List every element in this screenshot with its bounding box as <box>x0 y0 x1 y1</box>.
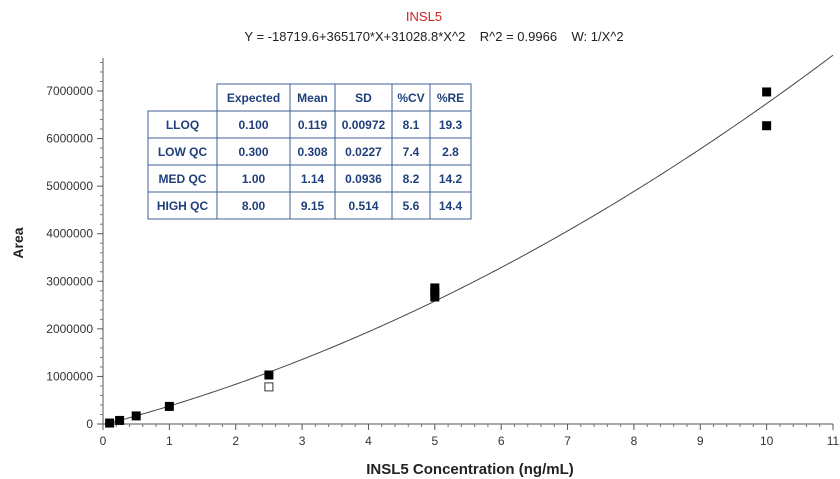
table-cell <box>147 191 218 220</box>
table-cell <box>289 164 336 193</box>
table-cell-text: 0.100 <box>238 118 268 132</box>
table-cell-text: 0.0227 <box>345 145 382 159</box>
table-header-text: Expected <box>227 91 280 105</box>
table-row-label: HIGH QC <box>157 199 209 213</box>
x-axis-label: INSL5 Concentration (ng/mL) <box>366 461 574 478</box>
y-tick-label: 6000000 <box>46 132 93 146</box>
y-tick-label: 1000000 <box>46 369 93 383</box>
y-axis-label: Area <box>10 227 26 258</box>
table-cell-text: 0.514 <box>348 199 378 213</box>
table-cell-text: 2.8 <box>442 145 459 159</box>
data-point-filled <box>164 401 174 411</box>
data-points-layer <box>105 87 772 428</box>
table-header-text: Mean <box>297 91 328 105</box>
y-tick-label: 4000000 <box>46 227 93 241</box>
x-tick-label: 10 <box>760 434 774 448</box>
fit-curve-layer <box>109 54 834 424</box>
table-cell-text: 0.0936 <box>345 172 382 186</box>
x-tick-label: 11 <box>827 434 840 448</box>
table-header-text: %CV <box>397 91 424 105</box>
chart-subtitle: Y = -18719.6+365170*X+31028.8*X^2 R^2 = … <box>244 29 623 44</box>
table-cell-text: 8.2 <box>403 172 420 186</box>
table-cell-text: 1.00 <box>242 172 266 186</box>
x-tick-label: 3 <box>299 434 306 448</box>
table-cell-text: 7.4 <box>403 145 420 159</box>
x-tick-label: 6 <box>498 434 505 448</box>
table-cell-text: 8.1 <box>403 118 420 132</box>
data-point-filled <box>115 415 125 425</box>
x-tick-label: 8 <box>631 434 638 448</box>
data-point-open <box>264 382 274 392</box>
table-cell-text: 8.00 <box>242 199 266 213</box>
table-row-label: MED QC <box>159 172 207 186</box>
table-header-text: %RE <box>437 91 464 105</box>
y-tick-label: 3000000 <box>46 274 93 288</box>
table-cell <box>429 191 472 220</box>
y-tick-label: 0 <box>86 417 93 431</box>
table-cell-text: 14.2 <box>439 172 463 186</box>
y-tick-label: 7000000 <box>46 84 93 98</box>
x-tick-label: 9 <box>697 434 704 448</box>
table-cell <box>429 110 472 139</box>
x-tick-label: 5 <box>431 434 438 448</box>
table-row-label: LLOQ <box>166 118 199 132</box>
x-tick-label: 4 <box>365 434 372 448</box>
table-cell <box>147 137 218 166</box>
table-cell-text: 0.300 <box>238 145 268 159</box>
data-point-filled <box>430 292 440 302</box>
table-cell-text: 0.00972 <box>342 118 386 132</box>
table-cell <box>429 164 472 193</box>
table-cell <box>216 137 291 166</box>
table-cell <box>216 191 291 220</box>
chart-title: INSL5 <box>406 9 442 24</box>
table-cell <box>216 164 291 193</box>
x-tick-label: 2 <box>232 434 239 448</box>
table-cell <box>391 191 431 220</box>
table-cell <box>334 137 393 166</box>
table-row-label: LOW QC <box>158 145 208 159</box>
table-cell-text: 14.4 <box>439 199 463 213</box>
x-tick-label: 0 <box>100 434 107 448</box>
axes: 0 1000000 2000000 3000000 4000000 5000000 6000… <box>46 58 840 448</box>
fit-curve <box>109 54 834 424</box>
x-tick-label: 7 <box>564 434 571 448</box>
qc-summary-table: Expected Mean SD %CV %RE LLOQ 0.100 0.119 0.0097… <box>147 83 472 220</box>
table-header-text: SD <box>355 91 372 105</box>
table-cell-text: 0.308 <box>297 145 327 159</box>
table-cell-text: 5.6 <box>403 199 420 213</box>
table-header-cell <box>391 83 431 112</box>
data-point-filled <box>105 418 115 428</box>
data-point-filled <box>264 370 274 380</box>
table-cell-text: 9.15 <box>301 199 325 213</box>
y-tick-label: 2000000 <box>46 322 93 336</box>
table-cell <box>391 164 431 193</box>
table-cell <box>289 110 336 139</box>
table-cell-text: 0.119 <box>298 118 328 132</box>
table-cell-text: 1.14 <box>301 172 325 186</box>
data-point-filled <box>131 411 141 421</box>
x-tick-label: 1 <box>166 434 173 448</box>
data-point-filled <box>762 121 772 131</box>
data-point-filled <box>762 87 772 97</box>
y-tick-label: 5000000 <box>46 179 93 193</box>
table-cell-text: 19.3 <box>439 118 463 132</box>
table-cell <box>429 137 472 166</box>
